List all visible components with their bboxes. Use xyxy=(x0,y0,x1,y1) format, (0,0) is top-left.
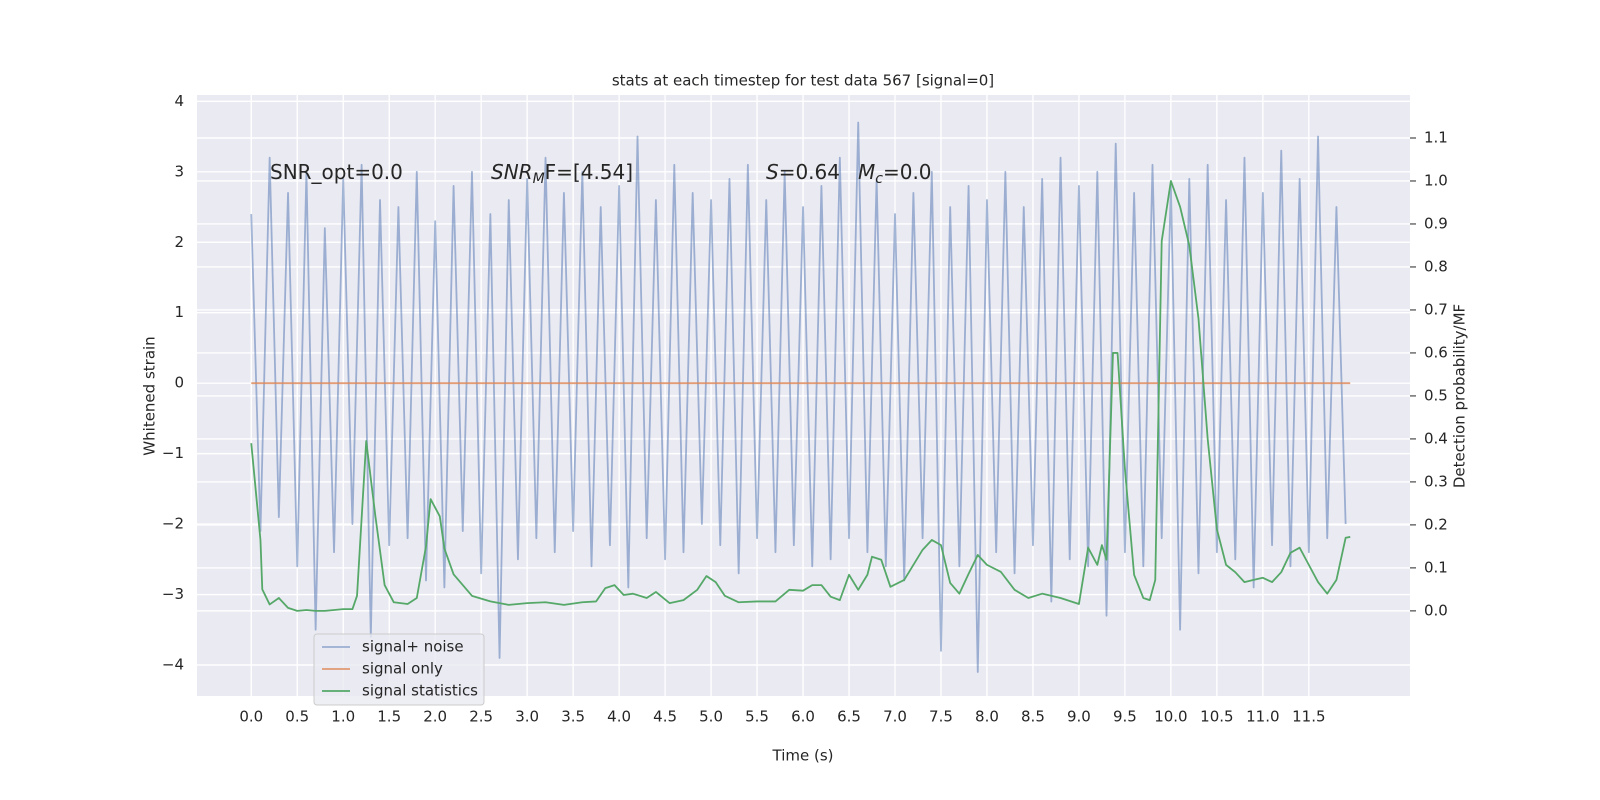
annotation-part: M xyxy=(533,171,545,187)
y2-tick-label: 0.7 xyxy=(1424,300,1448,318)
annotation-part: c xyxy=(875,171,883,187)
legend-box xyxy=(313,633,485,706)
y-tick-label: 2 xyxy=(174,233,184,251)
legend-label: signal only xyxy=(362,660,443,678)
y2-tick-label: 0.2 xyxy=(1424,515,1448,533)
annotation-part: SNR xyxy=(491,160,533,184)
x-tick-label: 10.0 xyxy=(1154,708,1187,726)
x-tick-label: 9.0 xyxy=(1067,708,1091,726)
annotation-part: SNR_opt=0.0 xyxy=(270,160,403,184)
annotation-part: S xyxy=(766,160,779,184)
x-tick-label: 5.5 xyxy=(745,708,769,726)
y-tick-label: −3 xyxy=(162,585,184,603)
annotation-part: F=[4.54] xyxy=(545,160,633,184)
x-tick-label: 0.5 xyxy=(285,708,309,726)
annotation: SNRMF=[4.54] xyxy=(491,160,633,188)
y-axis-label: Whitened strain xyxy=(141,336,159,455)
x-tick-label: 10.5 xyxy=(1200,708,1233,726)
series-line xyxy=(250,180,1351,612)
y2-tick-label: 0.3 xyxy=(1424,472,1448,490)
x-tick-label: 4.5 xyxy=(653,708,677,726)
x-tick-label: 3.5 xyxy=(561,708,585,726)
y-tick-label: 4 xyxy=(174,92,184,110)
x-tick-label: 11.5 xyxy=(1292,708,1325,726)
y-tick-label: 1 xyxy=(174,303,184,321)
y2-axis-label: Detection probability/MF xyxy=(1451,304,1469,488)
x-axis-label: Time (s) xyxy=(772,747,834,765)
x-tick-label: 8.5 xyxy=(1021,708,1045,726)
x-tick-label: 6.0 xyxy=(791,708,815,726)
y2-tick-label: 1.1 xyxy=(1424,128,1448,146)
y2-tick-label: 0.6 xyxy=(1424,343,1448,361)
x-tick-label: 2.5 xyxy=(469,708,493,726)
x-tick-label: 8.0 xyxy=(975,708,999,726)
overlay: SNR_opt=0.0 SNRMF=[4.54] S=0.64 Mc=0.0signa… xyxy=(270,160,932,706)
x-tick-label: 2.0 xyxy=(423,708,447,726)
annotation: S=0.64 xyxy=(766,160,840,184)
y-tick-label: −4 xyxy=(162,655,184,673)
x-tick-label: 6.5 xyxy=(837,708,861,726)
y-tick-label: −1 xyxy=(162,444,184,462)
y2-tick-label: 1.0 xyxy=(1424,171,1448,189)
annotation-part: M xyxy=(858,160,875,184)
annotation: SNR_opt=0.0 xyxy=(270,160,403,184)
x-tick-label: 3.0 xyxy=(515,708,539,726)
x-tick-label: 4.0 xyxy=(607,708,631,726)
y2-tick-label: 0.4 xyxy=(1424,429,1448,447)
x-tick-label: 7.5 xyxy=(929,708,953,726)
y-tick-label: 3 xyxy=(174,162,184,180)
y2-tick-label: 0.0 xyxy=(1424,601,1448,619)
x-tick-label: 7.0 xyxy=(883,708,907,726)
x-tick-label: 1.0 xyxy=(331,708,355,726)
y-tick-label: −2 xyxy=(162,515,184,533)
y2-tick-label: 0.1 xyxy=(1424,558,1448,576)
y2-tick-label: 0.9 xyxy=(1424,214,1448,232)
series-line xyxy=(250,121,1347,673)
x-tick-label: 1.5 xyxy=(377,708,401,726)
marks xyxy=(250,121,1351,673)
chart-title: stats at each timestep for test data 567… xyxy=(612,72,994,90)
legend-label: signal+ noise xyxy=(362,638,464,656)
y-tick-label: 0 xyxy=(174,374,184,392)
x-tick-label: 11.0 xyxy=(1246,708,1279,726)
y2-tick-label: 0.8 xyxy=(1424,257,1448,275)
annotation-part: =0.0 xyxy=(883,160,932,184)
x-tick-label: 9.5 xyxy=(1113,708,1137,726)
annotation-part: =0.64 xyxy=(779,160,840,184)
x-tick-label: 5.0 xyxy=(699,708,723,726)
legend-label: signal statistics xyxy=(362,682,478,700)
y2-tick-label: 0.5 xyxy=(1424,386,1448,404)
x-tick-label: 0.0 xyxy=(239,708,263,726)
annotation: Mc=0.0 xyxy=(858,160,932,188)
